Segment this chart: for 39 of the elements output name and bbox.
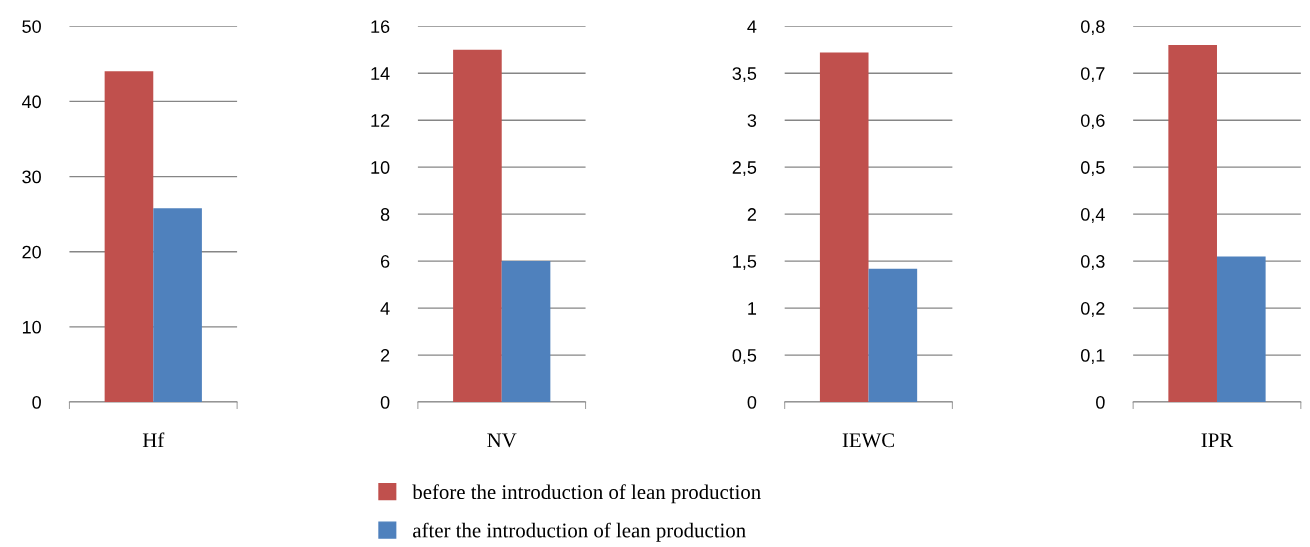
x-tick-label: Hf bbox=[142, 432, 165, 448]
y-tick-label: 10 bbox=[22, 320, 41, 334]
legend-label: before the introduction of lean production bbox=[412, 484, 761, 504]
legend-label: after the introduction of lean production bbox=[413, 522, 746, 542]
y-tick-label: 0 bbox=[32, 395, 41, 409]
y-tick-label: 1,5 bbox=[733, 255, 757, 270]
y-tick-label: 0,3 bbox=[1080, 255, 1105, 270]
y-tick-label: 2,5 bbox=[732, 161, 757, 177]
y-tick-label: 50 bbox=[22, 20, 41, 33]
y-tick-label: 2 bbox=[747, 208, 757, 221]
x-tick-label: IPR bbox=[1201, 433, 1234, 448]
y-tick-label: 30 bbox=[22, 170, 41, 184]
x-tick-label: NV bbox=[487, 433, 517, 448]
y-tick-label: 4 bbox=[747, 20, 757, 33]
y-tick-label: 0,8 bbox=[1080, 20, 1105, 36]
y-tick-label: 14 bbox=[371, 67, 390, 80]
y-tick-label: 3 bbox=[747, 114, 757, 127]
y-tick-label: 4 bbox=[380, 302, 390, 315]
y-tick-label: 1 bbox=[748, 302, 757, 315]
y-tick-label: 20 bbox=[22, 245, 41, 259]
y-tick-label: 0,7 bbox=[1080, 67, 1105, 83]
y-tick-label: 0,5 bbox=[732, 349, 757, 364]
y-tick-label: 0,2 bbox=[1080, 302, 1105, 317]
y-tick-label: 10 bbox=[371, 161, 390, 174]
y-tick-label: 8 bbox=[380, 208, 390, 221]
y-tick-label: 3,5 bbox=[732, 67, 757, 83]
y-tick-label: 0,4 bbox=[1080, 208, 1105, 223]
y-tick-label: 0 bbox=[1096, 395, 1105, 409]
y-tick-label: 0 bbox=[747, 395, 757, 409]
y-tick-label: 2 bbox=[380, 349, 390, 362]
y-tick-label: 12 bbox=[371, 114, 390, 127]
y-tick-label: 40 bbox=[21, 95, 41, 109]
y-tick-label: 0 bbox=[380, 395, 390, 409]
y-tick-label: 0,1 bbox=[1080, 349, 1105, 364]
y-tick-label: 6 bbox=[380, 255, 390, 268]
x-tick-label: IEWC bbox=[842, 433, 894, 448]
y-tick-label: 16 bbox=[371, 20, 390, 33]
y-tick-label: 0,5 bbox=[1080, 161, 1105, 177]
y-tick-label: 0,6 bbox=[1080, 114, 1105, 130]
